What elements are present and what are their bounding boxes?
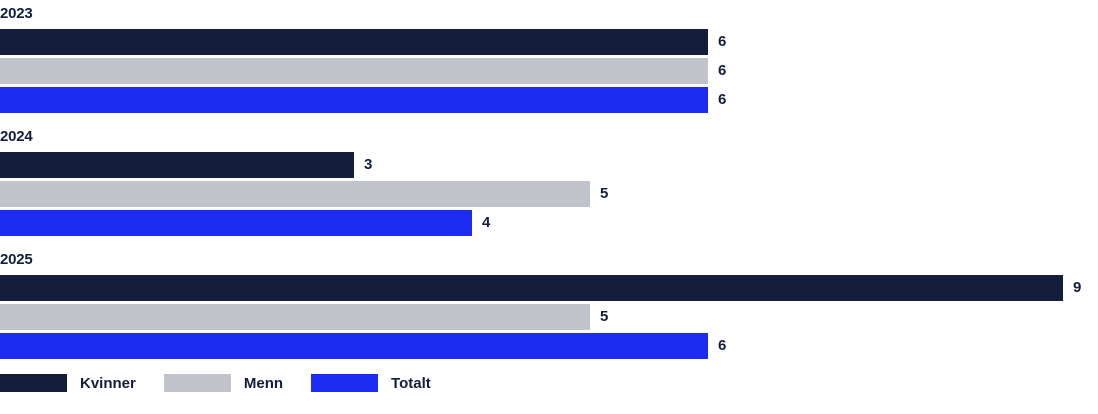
bar-row: 5 [0, 304, 1098, 330]
bar-row: 6 [0, 29, 1098, 55]
year-group-2025: 2025 9 5 6 [0, 251, 1098, 359]
value-label-menn-2025: 5 [600, 308, 609, 325]
year-label-2023: 2023 [0, 5, 33, 22]
legend-swatch-totalt [311, 374, 379, 392]
bar-menn-2025 [0, 304, 590, 330]
value-label-kvinner-2025: 9 [1073, 279, 1082, 296]
bar-totalt-2025 [0, 333, 708, 359]
legend-item-kvinner: Kvinner [0, 374, 136, 392]
year-label-2025: 2025 [0, 251, 33, 268]
bar-row: 6 [0, 58, 1098, 84]
value-label-totalt-2023: 6 [718, 91, 727, 108]
grouped-bar-chart: 2023 6 6 6 2024 3 5 4 2025 [0, 5, 1098, 392]
bar-row: 5 [0, 181, 1098, 207]
value-label-totalt-2024: 4 [482, 214, 491, 231]
bar-kvinner-2023 [0, 29, 708, 55]
legend: Kvinner Menn Totalt [0, 374, 1098, 392]
bar-totalt-2023 [0, 87, 708, 113]
legend-item-menn: Menn [163, 374, 284, 392]
year-group-2023: 2023 6 6 6 [0, 5, 1098, 113]
value-label-kvinner-2023: 6 [718, 33, 727, 50]
value-label-menn-2024: 5 [600, 185, 609, 202]
legend-swatch-kvinner [0, 374, 67, 392]
legend-label-kvinner: Kvinner [80, 374, 136, 392]
legend-label-menn: Menn [243, 374, 284, 392]
bar-row: 4 [0, 210, 1098, 236]
bar-menn-2024 [0, 181, 590, 207]
value-label-kvinner-2024: 3 [364, 156, 373, 173]
legend-item-totalt: Totalt [311, 374, 431, 392]
bar-menn-2023 [0, 58, 708, 84]
bar-row: 3 [0, 152, 1098, 178]
legend-label-totalt: Totalt [391, 374, 431, 392]
year-label-2024: 2024 [0, 128, 33, 145]
bar-totalt-2024 [0, 210, 472, 236]
value-label-menn-2023: 6 [718, 62, 727, 79]
value-label-totalt-2025: 6 [718, 337, 727, 354]
bar-row: 6 [0, 333, 1098, 359]
year-group-2024: 2024 3 5 4 [0, 128, 1098, 236]
bar-kvinner-2024 [0, 152, 354, 178]
legend-swatch-menn [163, 374, 231, 392]
bar-row: 9 [0, 275, 1098, 301]
bar-kvinner-2025 [0, 275, 1063, 301]
bar-row: 6 [0, 87, 1098, 113]
